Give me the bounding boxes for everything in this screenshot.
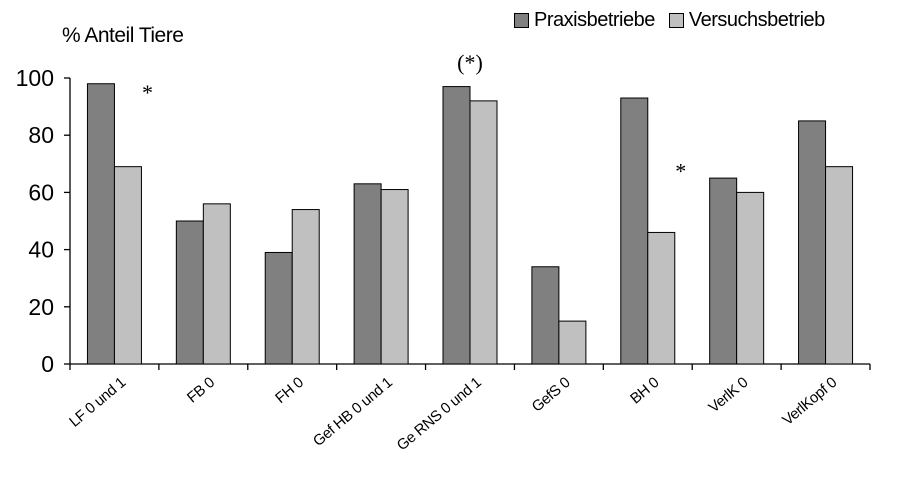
annotation-1: (*) <box>457 50 483 75</box>
x-tick-label-ge-rns-0-und-1: Ge RNS 0 und 1 <box>394 374 485 454</box>
legend-label-praxisbetriebe: Praxisbetriebe <box>534 9 655 31</box>
bar-versuchsbetrieb-verlk-0 <box>736 191 765 365</box>
y-tick-label-20: 20 <box>28 294 54 320</box>
bar-praxisbetriebe-verlk-0 <box>709 177 738 365</box>
annotation-2: * <box>675 158 686 183</box>
x-tick-label-lf-0-und-1: LF 0 und 1 <box>66 374 129 431</box>
bar-versuchsbetrieb-gef-hb-0-und-1 <box>380 189 409 365</box>
bar-versuchsbetrieb-verlkopf-0 <box>825 166 854 365</box>
x-tick-label-verlk-0: VerlK 0 <box>705 374 751 416</box>
bar-praxisbetriebe-gef-hb-0-und-1 <box>353 183 382 365</box>
annotation-0: * <box>142 80 153 105</box>
bar-praxisbetriebe-verlkopf-0 <box>798 120 827 365</box>
bar-versuchsbetrieb-ge-rns-0-und-1 <box>469 100 498 365</box>
legend-swatch-versuchsbetrieb <box>668 13 684 28</box>
y-tick-label-100: 100 <box>16 65 54 91</box>
legend-swatch-praxisbetriebe <box>514 13 529 28</box>
bar-versuchsbetrieb-fb-0 <box>202 203 231 365</box>
bar-praxisbetriebe-ge-rns-0-und-1 <box>442 86 471 365</box>
legend-item-versuchsbetrieb: Versuchsbetrieb <box>668 9 825 32</box>
x-tick-label-bh-0: BH 0 <box>627 374 662 407</box>
x-tick-label-gef-hb-0-und-1: Gef HB 0 und 1 <box>310 374 396 450</box>
bar-praxisbetriebe-gefs-0 <box>531 266 560 365</box>
x-tick-label-fb-0: FB 0 <box>184 374 218 406</box>
x-tick-label-gefs-0: GefS 0 <box>529 374 574 416</box>
y-tick-label-80: 80 <box>28 122 54 148</box>
bar-praxisbetriebe-bh-0 <box>620 97 649 365</box>
bar-praxisbetriebe-fh-0 <box>264 251 293 365</box>
y-tick-label-60: 60 <box>28 179 54 205</box>
x-tick-label-verlkopf-0: VerlKopf 0 <box>779 374 840 429</box>
bar-versuchsbetrieb-lf-0-und-1 <box>113 166 142 365</box>
bar-versuchsbetrieb-fh-0 <box>291 209 320 365</box>
bar-praxisbetriebe-fb-0 <box>175 220 204 365</box>
legend-item-praxisbetriebe: Praxisbetriebe <box>514 9 655 32</box>
x-tick-label-fh-0: FH 0 <box>272 374 307 407</box>
y-tick-label-40: 40 <box>28 237 54 263</box>
y-tick-label-0: 0 <box>41 351 54 377</box>
legend: Praxisbetriebe Versuchsbetrieb <box>514 9 839 32</box>
bar-versuchsbetrieb-bh-0 <box>647 231 676 365</box>
legend-label-versuchsbetrieb: Versuchsbetrieb <box>688 9 825 31</box>
y-axis-label: % Anteil Tiere <box>62 24 184 47</box>
bar-praxisbetriebe-lf-0-und-1 <box>86 83 115 365</box>
bar-versuchsbetrieb-gefs-0 <box>558 320 587 365</box>
